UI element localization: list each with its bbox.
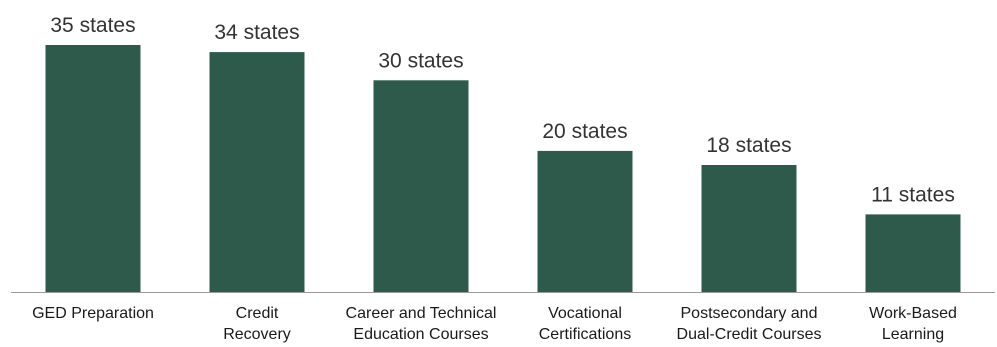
x-tick-labels: GED Preparation Credit Recovery Career and … xyxy=(32,305,957,343)
x-tick-label-line: Work-Based xyxy=(869,305,957,322)
x-tick-label-5: Postsecondary and Dual-Credit Courses xyxy=(677,305,822,343)
data-label-3: 30 states xyxy=(378,49,463,72)
x-tick-label-1: GED Preparation xyxy=(32,305,154,322)
data-label-2: 34 states xyxy=(214,21,299,44)
x-tick-label-line: Education Courses xyxy=(353,326,488,343)
bar-3 xyxy=(373,80,469,292)
x-tick-label-line: Career and Technical xyxy=(346,305,497,322)
bar-4 xyxy=(537,150,633,292)
bar-6 xyxy=(865,214,961,292)
x-tick-label-line: Credit xyxy=(236,305,279,322)
data-label-1: 35 states xyxy=(50,14,135,37)
x-tick-label-2: Credit Recovery xyxy=(223,305,291,343)
x-tick-label-line: GED Preparation xyxy=(32,305,154,322)
x-tick-label-line: Recovery xyxy=(223,326,291,343)
bar-5 xyxy=(701,165,797,292)
x-tick-label-line: Learning xyxy=(882,326,944,343)
x-tick-label-6: Work-Based Learning xyxy=(869,305,957,343)
data-label-4: 20 states xyxy=(542,120,627,143)
x-tick-label-line: Postsecondary and xyxy=(681,305,818,322)
bar-2 xyxy=(209,52,305,292)
data-label-5: 18 states xyxy=(706,134,791,157)
x-tick-label-4: Vocational Certifications xyxy=(539,305,631,343)
x-tick-label-line: Certifications xyxy=(539,326,631,343)
bar-1 xyxy=(45,45,141,292)
x-tick-label-3: Career and Technical Education Courses xyxy=(346,305,497,343)
bars xyxy=(45,45,961,292)
x-tick-label-line: Dual-Credit Courses xyxy=(677,326,822,343)
x-tick-label-line: Vocational xyxy=(548,305,622,322)
data-label-6: 11 states xyxy=(871,183,955,206)
data-labels: 35 states 34 states 30 states 20 states 18 s… xyxy=(50,14,954,206)
